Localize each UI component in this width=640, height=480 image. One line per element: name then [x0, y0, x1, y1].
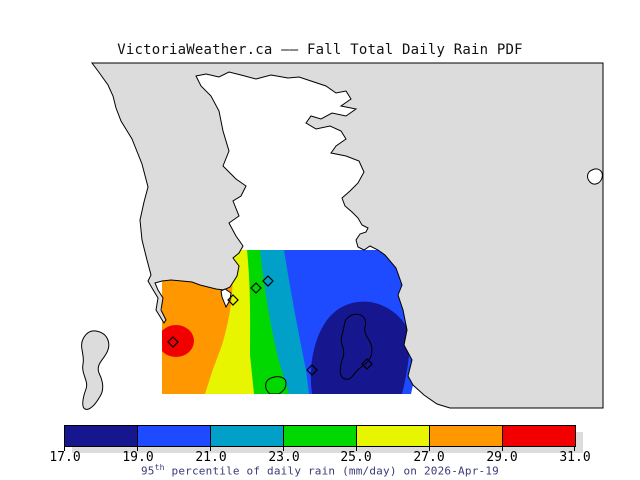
colorbar-label: 31.0	[559, 450, 591, 465]
station-marker	[361, 358, 373, 370]
contour-band-17-19	[310, 301, 410, 394]
station-marker	[250, 282, 262, 294]
lake-outline	[339, 313, 373, 380]
colorbar-label: 17.0	[49, 450, 81, 465]
lake-water	[81, 330, 110, 410]
colorbar-label: 23.0	[268, 450, 300, 465]
colorbar-tick	[356, 447, 357, 451]
station-marker	[262, 275, 274, 287]
colorbar-label: 21.0	[195, 450, 227, 465]
colorbar-segment-27-29	[429, 426, 502, 446]
colorbar-label: 27.0	[413, 450, 445, 465]
islet-outline	[265, 376, 287, 394]
colorbar-label: 19.0	[122, 450, 154, 465]
caption-number: 95	[140, 464, 155, 478]
colorbar-segment-23-25	[283, 426, 356, 446]
colorbar-tick	[283, 447, 284, 451]
station-marker	[306, 364, 318, 376]
page-title: VictoriaWeather.ca —— Fall Total Daily R…	[117, 42, 523, 58]
station-markers	[167, 275, 373, 376]
colorbar-segment-29-31	[502, 426, 575, 446]
sea-water-region	[91, 62, 604, 409]
colorbar	[64, 425, 576, 447]
contour-field	[162, 250, 413, 394]
station-marker	[227, 294, 239, 306]
colorbar-tick	[502, 447, 503, 451]
colorbar-segment-21-23	[210, 426, 283, 446]
island	[587, 168, 603, 185]
colorbar-segment-19-21	[137, 426, 210, 446]
colorbar-tick	[429, 447, 430, 451]
colorbar-tick	[137, 447, 138, 451]
caption-ordinal: th	[154, 463, 165, 472]
bay-notch	[220, 288, 232, 309]
colorbar-tick	[64, 447, 65, 451]
station-marker	[167, 336, 179, 348]
colorbar-tick	[574, 447, 575, 451]
colorbar-segment-17-19	[65, 426, 137, 446]
colorbar-label: 25.0	[340, 450, 372, 465]
colorbar-label: 29.0	[486, 450, 518, 465]
contour-band-29-31	[162, 325, 194, 357]
colorbar-caption: 95th percentile of daily rain (mm/day) o…	[0, 463, 640, 478]
colorbar-segment-25-27	[356, 426, 429, 446]
caption-text: percentile of daily rain (mm/day) on 202…	[164, 464, 499, 478]
colorbar-tick	[210, 447, 211, 451]
